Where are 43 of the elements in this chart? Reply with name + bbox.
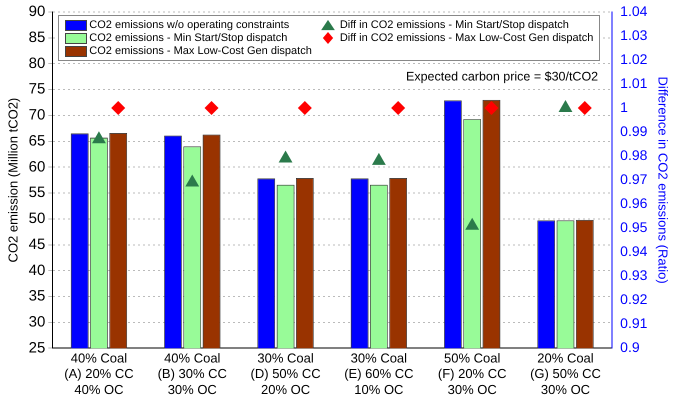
y2-tick-label: 1.03 xyxy=(620,26,648,43)
y2-tick-label: 0.95 xyxy=(620,218,648,235)
y-tick-label: 90 xyxy=(28,3,46,20)
y-tick-label: 60 xyxy=(28,158,46,176)
legend-label: Diff in CO2 emissions - Max Low-Cost Gen dispatch xyxy=(340,32,594,44)
legend-label: CO2 emissions w/o operating constraints xyxy=(89,19,290,31)
y2-tick-label: 0.97 xyxy=(620,170,648,187)
y-tick-label: 45 xyxy=(28,236,46,253)
y2-tick-label: 0.9 xyxy=(620,339,640,356)
x-tick-label: 40% Coal (B) 30% CC 30% OC xyxy=(158,350,227,397)
y-tick-label: 65 xyxy=(28,132,46,150)
x-tick-label: 40% Coal (A) 20% CC 40% OC xyxy=(64,350,134,397)
y2-tick-label: 0.94 xyxy=(620,243,648,259)
x-tick-label: 30% Coal (D) 50% CC 20% OC xyxy=(250,350,321,397)
y-axis-title: CO2 emission (Million tCO2) xyxy=(5,98,20,262)
y2-tick-label: 1 xyxy=(620,98,628,115)
y2-tick-label: 1.01 xyxy=(620,74,648,91)
y2-tick-label: 0.93 xyxy=(620,267,648,284)
y2-tick-label: 0.99 xyxy=(620,122,648,139)
legend-label: Diff in CO2 emissions - Min Start/Stop dispatch xyxy=(340,19,569,31)
y-tick-label: 80 xyxy=(28,54,46,72)
x-tick-label: 50% Coal (F) 20% CC 30% OC xyxy=(438,350,506,397)
y2-tick-label: 0.91 xyxy=(620,315,648,332)
y2-tick-label: 0.96 xyxy=(620,194,648,211)
y-tick-label: 85 xyxy=(28,29,46,46)
legend-label: CO2 emissions - Min Start/Stop dispatch xyxy=(89,32,288,44)
y-tick-label: 55 xyxy=(28,184,46,202)
y2-tick-label: 1.02 xyxy=(620,50,648,67)
legend-label: CO2 emissions - Max Low-Cost Gen dispatch xyxy=(89,45,312,57)
y2-axis-title: Difference in CO2 emissions (Ratio) xyxy=(656,76,671,284)
y-tick-label: 30 xyxy=(28,313,46,330)
y-tick-label: 35 xyxy=(28,288,46,305)
x-tick-label: 20% Coal (G) 50% CC 30% OC xyxy=(530,350,601,397)
y-tick-label: 25 xyxy=(28,339,46,356)
y2-tick-label: 0.92 xyxy=(620,291,648,308)
y2-tick-label: 1.04 xyxy=(620,2,648,19)
y-tick-label: 70 xyxy=(28,106,46,124)
y2-tick-label: 0.98 xyxy=(620,146,648,163)
y-tick-label: 50 xyxy=(28,210,46,228)
y-tick-label: 40 xyxy=(28,262,46,279)
annotation: Expected carbon price = $30/tCO2 xyxy=(406,69,598,84)
y-tick-label: 75 xyxy=(28,80,46,98)
x-tick-label: 30% Coal (E) 60% CC 10% OC xyxy=(344,350,414,397)
